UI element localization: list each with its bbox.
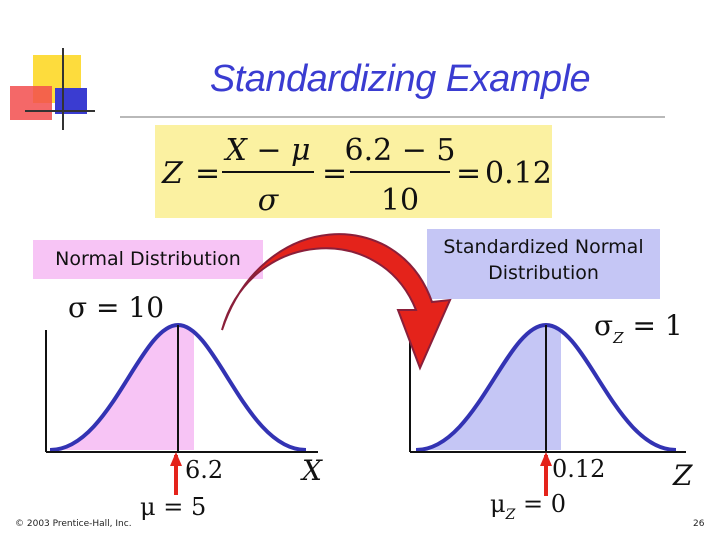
standardized-distribution-label: Standardized Normal Distribution: [427, 229, 660, 299]
right-axis-label: Z: [672, 459, 693, 492]
logo-decoration: [0, 0, 110, 135]
normal-distribution-label: Normal Distribution: [33, 240, 263, 279]
right-sigma-symbol: σ: [594, 309, 613, 342]
left-value-marker-head: [170, 452, 182, 466]
right-mu-label: μZ = 0: [490, 490, 566, 523]
right-sigma-subscript: Z: [612, 329, 624, 347]
logo-vertical-line: [62, 48, 64, 130]
right-mu-symbol: μ: [490, 490, 506, 518]
left-mu-label: μ = 5: [140, 493, 206, 521]
right-mu-value: = 0: [515, 490, 566, 518]
left-axis-label: X: [300, 454, 323, 487]
left-curve-fill: [50, 325, 194, 450]
logo-horizontal-line: [25, 110, 95, 112]
logo-blue-square: [55, 88, 87, 114]
right-value-marker-head: [540, 452, 552, 466]
transform-arrow: [221, 233, 452, 371]
left-sigma-label: σ = 10: [68, 291, 164, 324]
left-value-label: 6.2: [185, 456, 223, 484]
logo-red-square: [10, 86, 52, 120]
slide-title: Standardizing Example: [209, 58, 591, 100]
copyright-text: © 2003 Prentice-Hall, Inc.: [15, 519, 132, 529]
right-value-label: 0.12: [552, 455, 605, 483]
right-sigma-value: = 1: [624, 309, 683, 342]
right-mu-subscript: Z: [505, 507, 516, 523]
right-sigma-label: σZ = 1: [594, 309, 683, 347]
title-underline: [120, 116, 665, 118]
standardized-distribution-label-text: Standardized Normal Distribution: [443, 236, 644, 284]
page-number: 26: [693, 519, 705, 529]
